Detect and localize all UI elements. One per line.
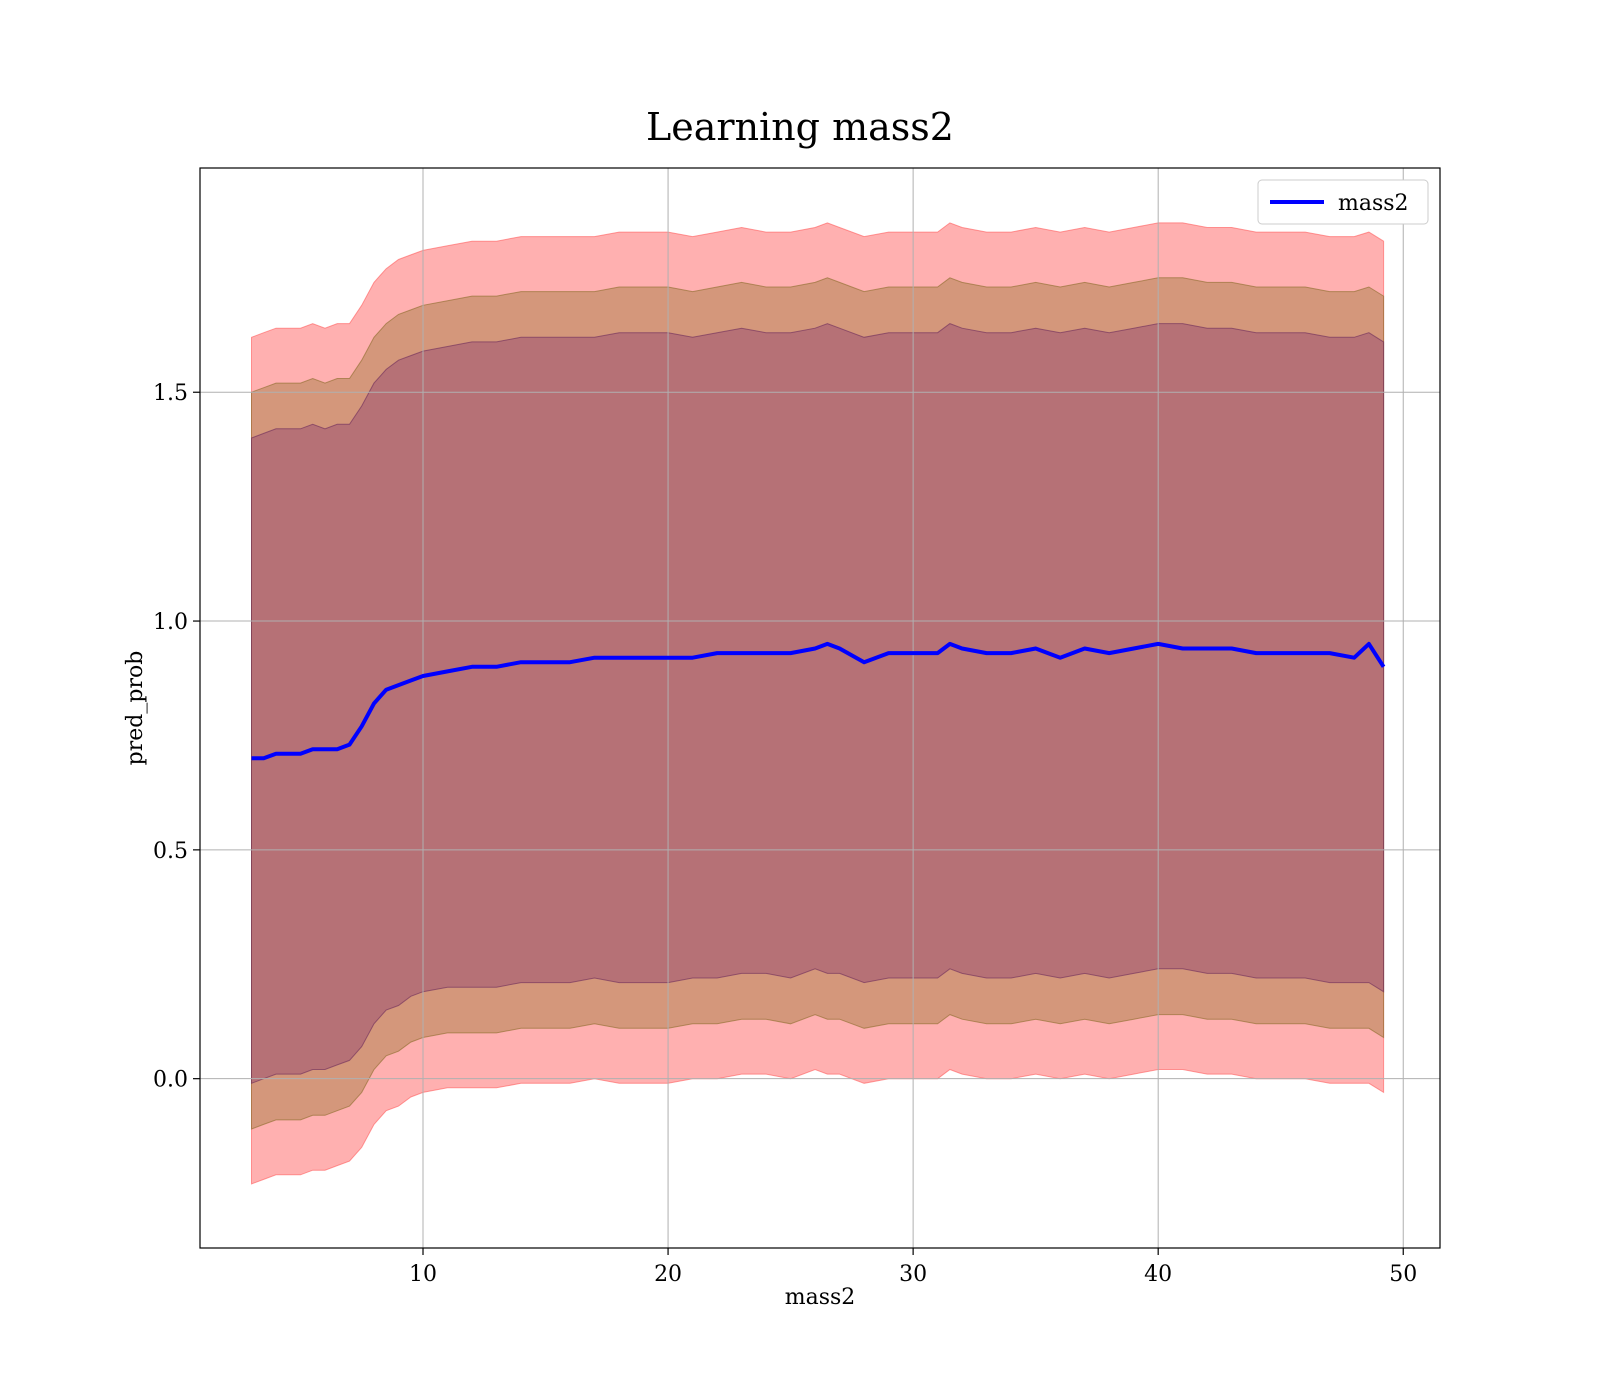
x-tick-label: 30 [899, 1262, 927, 1287]
x-tick-label: 50 [1389, 1262, 1417, 1287]
middle-band [251, 277, 1385, 1130]
y-tick-label: 1.5 [153, 381, 188, 406]
series-line-mass2 [251, 641, 1386, 761]
legend-label: mass2 [1338, 191, 1409, 216]
plot-frame [199, 167, 1441, 1249]
y-axis-label: pred_prob [123, 651, 148, 766]
legend-box [1257, 179, 1429, 225]
chart-title: Learning mass2 [646, 105, 954, 149]
y-tick-label: 0.5 [153, 839, 188, 864]
x-tick-label: 10 [409, 1262, 437, 1287]
grid-lines [200, 168, 1440, 1248]
x-tick-label: 40 [1144, 1262, 1172, 1287]
x-tick-label: 20 [654, 1262, 682, 1287]
legend: mass2 [1257, 179, 1429, 225]
inner-band [251, 323, 1385, 1085]
confidence-bands [251, 222, 1385, 1185]
x-axis-label: mass2 [785, 1285, 856, 1310]
y-axis-ticks: 0.0 0.5 1.0 1.5 [153, 381, 200, 1093]
x-axis-ticks: 10 20 30 40 50 [409, 1248, 1417, 1287]
series-lines [251, 641, 1386, 761]
outer-band [251, 222, 1385, 1185]
y-tick-label: 0.0 [153, 1068, 188, 1093]
y-tick-label: 1.0 [153, 610, 188, 635]
